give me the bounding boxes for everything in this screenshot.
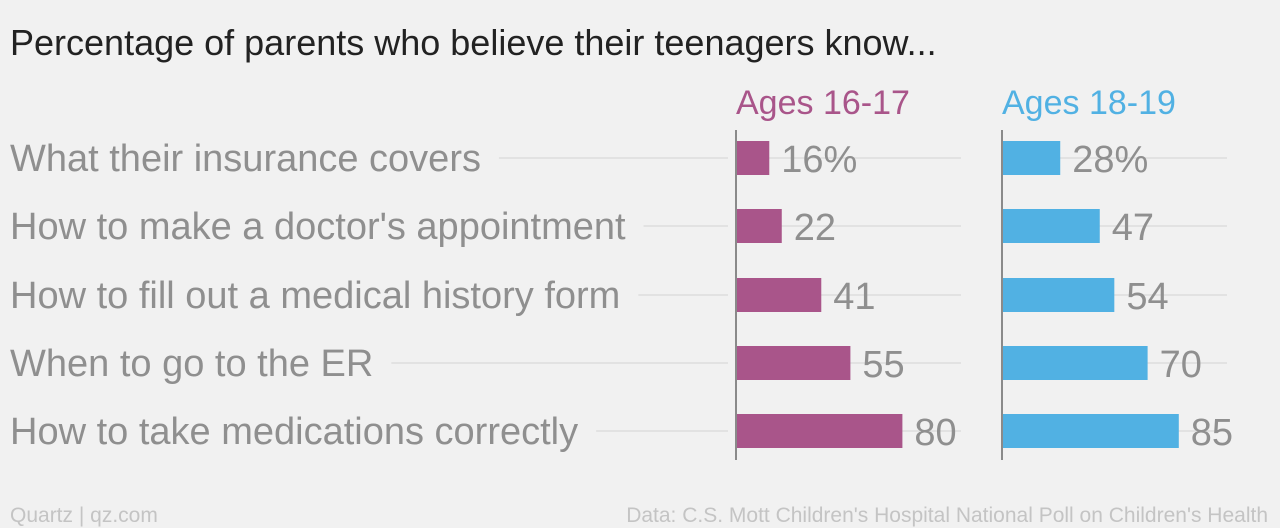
data-label: 41: [833, 276, 875, 318]
category-label: How to take medications correctly: [10, 411, 578, 453]
data-label: 54: [1126, 276, 1168, 318]
category-label: How to fill out a medical history form: [10, 275, 620, 317]
data-label: 22: [794, 207, 836, 249]
bar: [1002, 209, 1100, 243]
bar: [736, 278, 822, 312]
panel-ages-18-19: Ages 18-19 28% 47 54 70 85: [1001, 84, 1233, 460]
series-label: Ages 18-19: [1002, 84, 1176, 122]
data-label: 85: [1191, 412, 1233, 454]
bar: [1002, 346, 1148, 380]
data-label: 80: [914, 412, 956, 454]
data-label: 28%: [1072, 139, 1148, 181]
category-label: When to go to the ER: [10, 343, 373, 385]
category-labels: What their insurance covers How to make a…: [10, 138, 626, 453]
data-label: 55: [862, 344, 904, 386]
data-label: 70: [1160, 344, 1202, 386]
series-label: Ages 16-17: [736, 84, 910, 122]
bar: [736, 209, 782, 243]
bar: [1002, 414, 1179, 448]
gridlines: [391, 157, 728, 432]
bar: [1002, 278, 1115, 312]
data-label: 47: [1112, 207, 1154, 249]
chart-title: Percentage of parents who believe their …: [10, 22, 937, 63]
bar: [736, 141, 770, 175]
category-label: What their insurance covers: [10, 138, 481, 180]
category-label: How to make a doctor's appointment: [10, 206, 626, 248]
bar: [736, 346, 851, 380]
data-label: 16%: [781, 139, 857, 181]
data-source: Data: C.S. Mott Children's Hospital Nati…: [626, 504, 1268, 527]
bar: [736, 414, 903, 448]
bar: [1002, 141, 1061, 175]
source-credit: Quartz | qz.com: [10, 504, 158, 527]
